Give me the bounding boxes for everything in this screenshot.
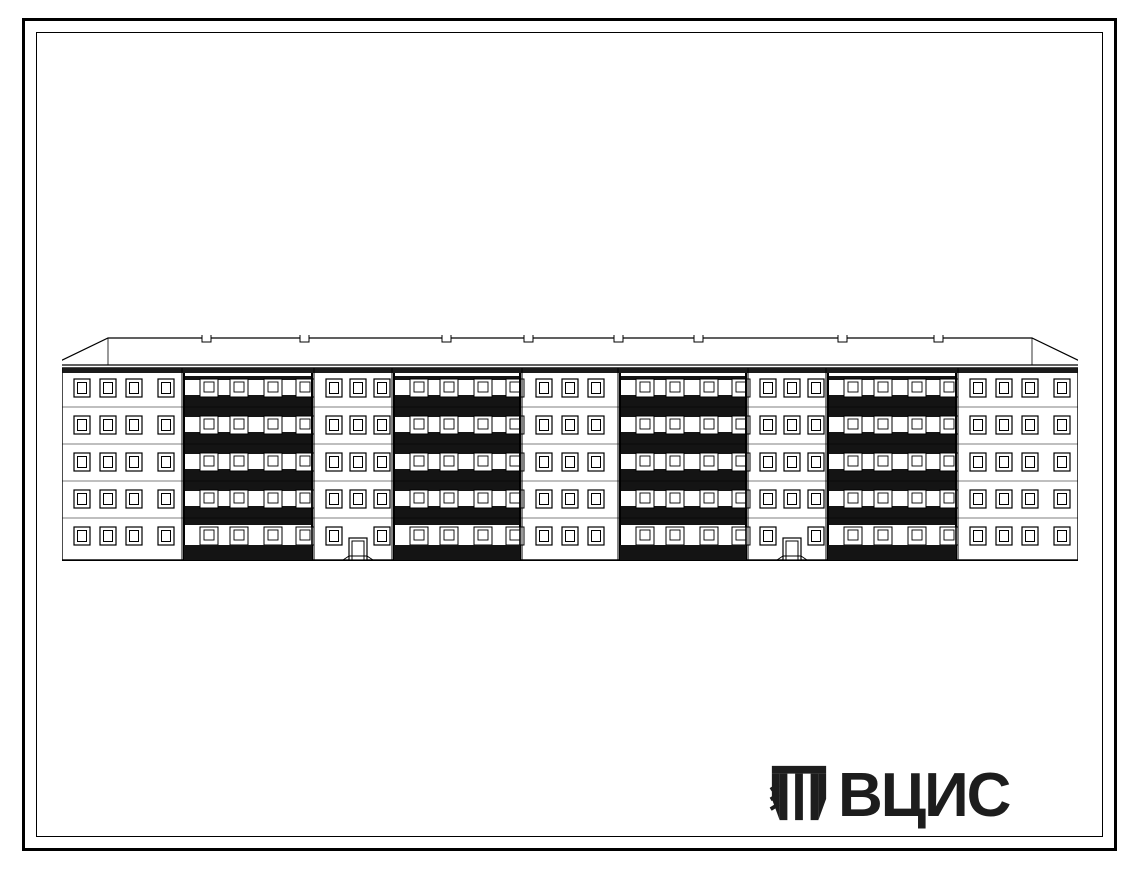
logo-mark-icon — [768, 762, 830, 829]
logo: ВЦИС — [768, 762, 1009, 829]
logo-text: ВЦИС — [838, 765, 1009, 827]
drawing-canvas: ВЦИС — [0, 0, 1139, 869]
building-elevation — [62, 335, 1078, 563]
building-svg — [62, 335, 1078, 563]
